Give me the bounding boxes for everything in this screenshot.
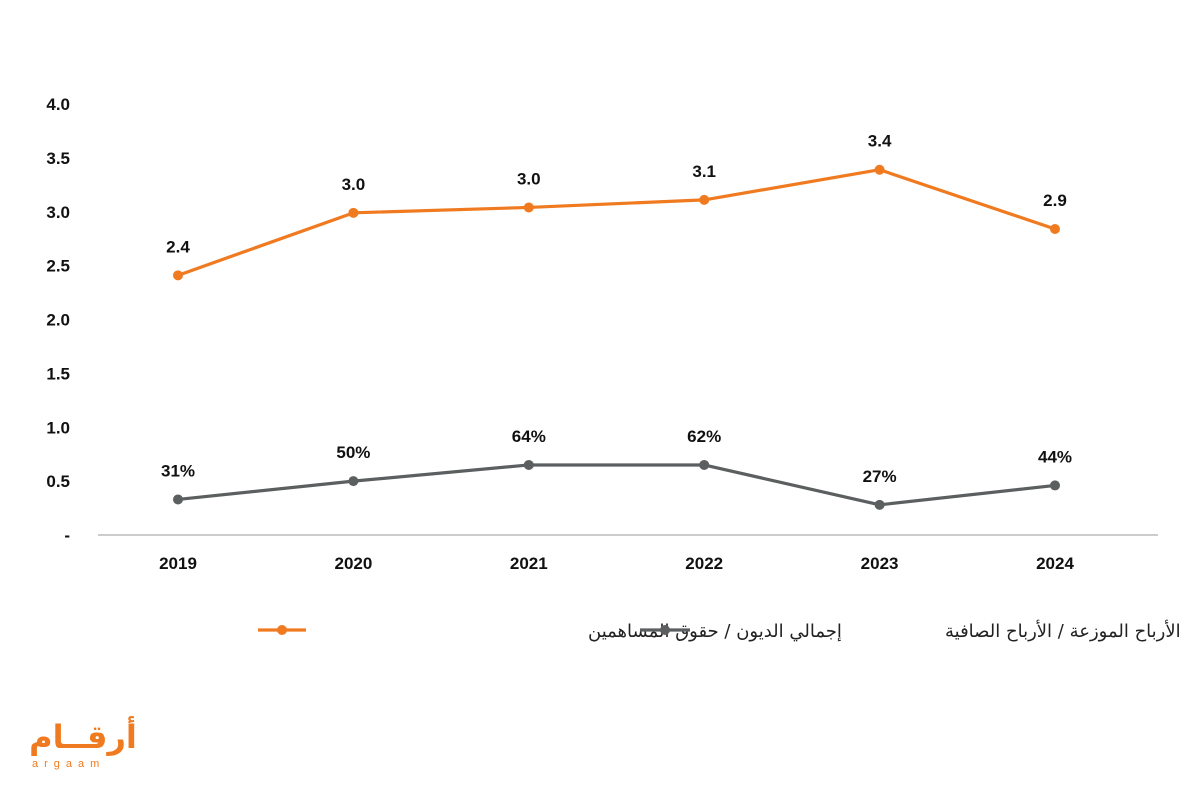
- x-tick-label: 2024: [1036, 554, 1074, 573]
- legend-swatch-marker: [660, 625, 670, 635]
- data-point: [699, 194, 710, 205]
- data-label: 2.4: [166, 237, 190, 256]
- data-point: [1050, 480, 1060, 491]
- x-tick-label: 2021: [510, 554, 548, 573]
- data-label: 3.0: [517, 169, 541, 188]
- data-label: 3.1: [692, 162, 716, 181]
- y-tick-label: 0.5: [46, 472, 70, 491]
- x-tick-label: 2019: [159, 554, 197, 573]
- argaam-logo: أرقــام argaam: [28, 718, 138, 770]
- series-lines: [177, 168, 1056, 507]
- y-tick-label: 2.0: [46, 311, 70, 330]
- data-point: [874, 164, 885, 175]
- data-label: 31%: [161, 461, 195, 480]
- legend-label: إجمالي الديون / حقوق المساهمين: [588, 621, 842, 642]
- data-label: 3.0: [342, 175, 366, 194]
- data-label: 3.4: [868, 132, 892, 151]
- x-tick-label: 2023: [861, 554, 899, 573]
- y-tick-label: 3.0: [46, 203, 70, 222]
- data-point: [348, 476, 359, 487]
- y-tick-label: 1.0: [46, 418, 70, 437]
- y-tick-label: 3.5: [46, 149, 70, 168]
- data-point: [173, 270, 183, 281]
- data-label: 64%: [512, 427, 546, 446]
- data-point: [173, 494, 183, 505]
- data-label: 50%: [336, 443, 370, 462]
- series-line: [177, 168, 1056, 277]
- logo-arabic-text: أرقــام: [29, 718, 137, 756]
- y-tick-label: 1.5: [46, 364, 70, 383]
- data-label: 44%: [1038, 447, 1072, 466]
- y-axis-ticks: 4.0 3.5 3.0 2.5 2.0 1.5 1.0 0.5 -: [46, 95, 70, 545]
- data-labels: 2.4 3.0 3.0 3.1 3.4 2.9 31% 50% 64% 62% 27% 44%: [161, 132, 1072, 486]
- series-line: [177, 463, 1056, 507]
- data-label: 62%: [687, 427, 721, 446]
- x-tick-label: 2020: [334, 554, 372, 573]
- data-point: [874, 499, 885, 510]
- data-point: [523, 202, 534, 213]
- series-points: [173, 164, 1060, 510]
- y-tick-label: -: [64, 526, 70, 545]
- data-point: [699, 459, 710, 470]
- logo-latin-text: argaam: [32, 758, 106, 770]
- legend-label: الأرباح الموزعة / الأرباح الصافية: [945, 620, 1181, 642]
- data-point: [523, 459, 534, 470]
- y-tick-label: 2.5: [46, 257, 70, 276]
- x-tick-label: 2022: [685, 554, 723, 573]
- y-tick-label: 4.0: [46, 95, 70, 114]
- data-label: 27%: [863, 467, 897, 486]
- data-point: [1050, 223, 1060, 234]
- legend: إجمالي الديون / حقوق المساهمين الأرباح ال…: [258, 620, 1181, 642]
- data-label: 2.9: [1043, 191, 1067, 210]
- legend-swatch-marker: [277, 625, 287, 635]
- data-point: [348, 207, 359, 218]
- x-axis-ticks: 2019 2020 2021 2022 2023 2024: [159, 554, 1074, 573]
